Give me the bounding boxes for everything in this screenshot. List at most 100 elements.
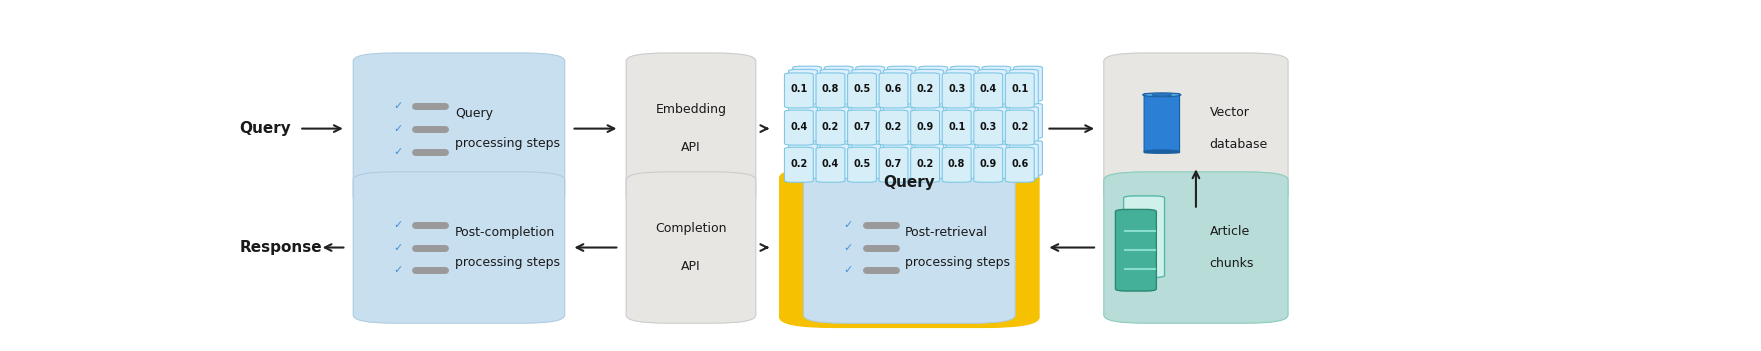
- Text: Post-retrieval: Post-retrieval: [905, 226, 988, 239]
- Text: 0.3: 0.3: [947, 84, 965, 94]
- FancyBboxPatch shape: [1006, 147, 1034, 182]
- FancyBboxPatch shape: [847, 147, 877, 182]
- Text: 0.2: 0.2: [916, 84, 933, 94]
- Text: 0.7: 0.7: [886, 159, 902, 169]
- FancyBboxPatch shape: [977, 107, 1007, 141]
- FancyBboxPatch shape: [1115, 210, 1157, 291]
- FancyBboxPatch shape: [942, 73, 970, 108]
- Text: ✓: ✓: [844, 265, 852, 276]
- Text: 0.1: 0.1: [791, 84, 808, 94]
- FancyBboxPatch shape: [946, 107, 976, 141]
- Ellipse shape: [1143, 93, 1182, 97]
- Text: 0.6: 0.6: [886, 84, 902, 94]
- Text: chunks: chunks: [1210, 257, 1254, 270]
- FancyBboxPatch shape: [974, 73, 1002, 108]
- Text: 0.5: 0.5: [854, 84, 870, 94]
- Text: processing steps: processing steps: [905, 256, 1011, 269]
- FancyBboxPatch shape: [879, 73, 909, 108]
- FancyBboxPatch shape: [879, 110, 909, 145]
- FancyBboxPatch shape: [910, 147, 940, 182]
- FancyBboxPatch shape: [792, 66, 821, 101]
- FancyBboxPatch shape: [914, 144, 944, 179]
- FancyBboxPatch shape: [977, 144, 1007, 179]
- FancyBboxPatch shape: [910, 73, 940, 108]
- Text: 0.9: 0.9: [916, 121, 933, 132]
- FancyBboxPatch shape: [815, 147, 845, 182]
- FancyBboxPatch shape: [821, 144, 849, 179]
- FancyBboxPatch shape: [847, 110, 877, 145]
- Text: Query: Query: [884, 175, 935, 190]
- Text: 0.4: 0.4: [791, 121, 808, 132]
- FancyBboxPatch shape: [824, 140, 852, 176]
- Text: Query: Query: [239, 121, 291, 136]
- Text: Response: Response: [239, 240, 322, 255]
- Text: 0.1: 0.1: [947, 121, 965, 132]
- Text: 0.9: 0.9: [979, 159, 997, 169]
- FancyBboxPatch shape: [354, 172, 565, 323]
- Text: ✓: ✓: [844, 220, 852, 230]
- FancyBboxPatch shape: [951, 140, 979, 176]
- Text: 0.2: 0.2: [822, 121, 838, 132]
- Text: ✓: ✓: [393, 147, 402, 157]
- FancyBboxPatch shape: [951, 66, 979, 101]
- FancyBboxPatch shape: [1009, 107, 1039, 141]
- Text: 0.3: 0.3: [979, 121, 997, 132]
- FancyBboxPatch shape: [789, 144, 817, 179]
- FancyBboxPatch shape: [1009, 69, 1039, 104]
- FancyBboxPatch shape: [946, 69, 976, 104]
- FancyBboxPatch shape: [824, 103, 852, 138]
- Text: 0.2: 0.2: [791, 159, 808, 169]
- Text: API: API: [682, 260, 701, 273]
- Text: ✓: ✓: [844, 243, 852, 252]
- FancyBboxPatch shape: [914, 107, 944, 141]
- Text: 0.8: 0.8: [822, 84, 840, 94]
- FancyBboxPatch shape: [888, 103, 916, 138]
- Text: 0.5: 0.5: [854, 159, 870, 169]
- FancyBboxPatch shape: [884, 69, 912, 104]
- FancyBboxPatch shape: [784, 73, 814, 108]
- Text: Vector: Vector: [1210, 106, 1250, 119]
- FancyBboxPatch shape: [942, 147, 970, 182]
- Text: Post-completion: Post-completion: [454, 226, 555, 239]
- Text: 0.6: 0.6: [1011, 159, 1028, 169]
- FancyBboxPatch shape: [1006, 73, 1034, 108]
- FancyBboxPatch shape: [852, 144, 880, 179]
- FancyBboxPatch shape: [856, 66, 884, 101]
- FancyBboxPatch shape: [852, 107, 880, 141]
- FancyBboxPatch shape: [784, 147, 814, 182]
- Text: Embedding: Embedding: [655, 103, 727, 116]
- FancyBboxPatch shape: [803, 172, 1014, 323]
- FancyBboxPatch shape: [919, 66, 947, 101]
- FancyBboxPatch shape: [919, 103, 947, 138]
- Text: Query: Query: [454, 107, 493, 120]
- FancyBboxPatch shape: [1145, 93, 1180, 153]
- Text: 0.2: 0.2: [886, 121, 902, 132]
- Text: ✓: ✓: [393, 220, 402, 230]
- FancyBboxPatch shape: [1014, 66, 1043, 101]
- FancyBboxPatch shape: [354, 53, 565, 204]
- FancyBboxPatch shape: [946, 144, 976, 179]
- FancyBboxPatch shape: [792, 140, 821, 176]
- FancyBboxPatch shape: [1014, 140, 1043, 176]
- FancyBboxPatch shape: [784, 110, 814, 145]
- Text: 0.8: 0.8: [947, 159, 965, 169]
- FancyBboxPatch shape: [821, 107, 849, 141]
- FancyBboxPatch shape: [821, 69, 849, 104]
- Text: 0.2: 0.2: [1011, 121, 1028, 132]
- FancyBboxPatch shape: [852, 69, 880, 104]
- FancyBboxPatch shape: [815, 73, 845, 108]
- FancyBboxPatch shape: [951, 103, 979, 138]
- FancyBboxPatch shape: [815, 110, 845, 145]
- Text: Completion: Completion: [655, 222, 727, 235]
- FancyBboxPatch shape: [910, 110, 940, 145]
- FancyBboxPatch shape: [884, 144, 912, 179]
- FancyBboxPatch shape: [888, 66, 916, 101]
- FancyBboxPatch shape: [789, 69, 817, 104]
- FancyBboxPatch shape: [1104, 53, 1287, 204]
- FancyBboxPatch shape: [1006, 110, 1034, 145]
- Text: API: API: [682, 141, 701, 154]
- Text: processing steps: processing steps: [454, 137, 560, 150]
- FancyBboxPatch shape: [627, 53, 755, 204]
- FancyBboxPatch shape: [914, 69, 944, 104]
- FancyBboxPatch shape: [627, 172, 755, 323]
